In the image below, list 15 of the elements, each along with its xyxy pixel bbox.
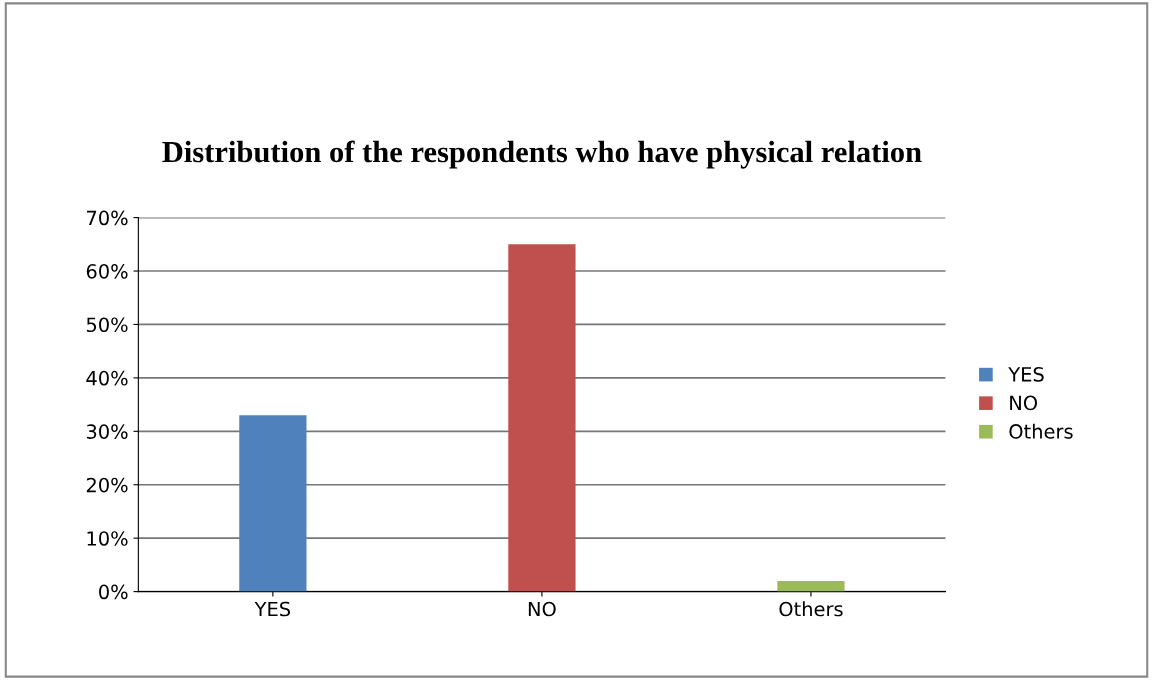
- y-tick-label: 50%: [86, 317, 128, 333]
- y-tick-label: 0%: [99, 584, 128, 600]
- x-tick-label: Others: [779, 601, 843, 617]
- x-tick-label: NO: [528, 601, 556, 617]
- legend-label: NO: [1010, 395, 1038, 411]
- legend-label: YES: [1008, 366, 1044, 382]
- y-tick-label: 10%: [87, 531, 128, 546]
- x-tick-label: YES: [254, 601, 291, 617]
- y-tick-label: 70%: [87, 210, 128, 226]
- y-tick-label: 30%: [86, 424, 128, 439]
- y-tick-label: 40%: [86, 370, 128, 386]
- chart-title: Distribution of the respondents who have physical relation: [162, 140, 922, 169]
- y-tick-label: 60%: [86, 263, 128, 279]
- y-tick-label: 20%: [86, 477, 128, 493]
- legend-label: Others: [1009, 423, 1073, 439]
